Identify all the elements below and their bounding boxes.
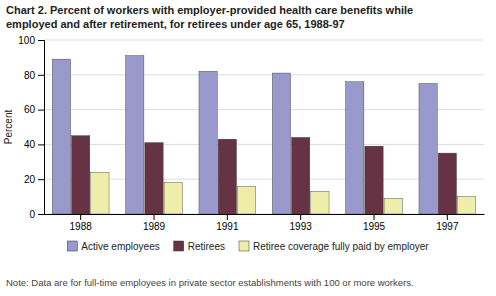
bar [52, 59, 70, 214]
x-tick-label: 1988 [70, 221, 93, 232]
grid-line [44, 214, 484, 215]
y-tick-mark [38, 40, 44, 41]
x-axis-line [45, 214, 485, 215]
y-tick-label: 20 [24, 174, 36, 185]
x-tick: 1995 [363, 214, 386, 232]
bar [199, 71, 217, 214]
title: Chart 2. Percent of workers with employe… [6, 4, 413, 16]
x-axis: 1988 1989 1991 1993 1995 1997 [45, 214, 485, 232]
y-tick-label: 100 [18, 35, 35, 46]
legend: Active employees Retirees Retiree coverage… [67, 241, 429, 252]
y-tick-label: 40 [24, 139, 36, 150]
bar [126, 56, 144, 214]
y-tick: 0 [29, 209, 44, 220]
bar [164, 183, 182, 214]
y-tick-mark [38, 179, 44, 180]
chart: Chart 2. Percent of workers with employe… [0, 0, 496, 296]
bar-series [72, 136, 457, 214]
bar-series [91, 172, 476, 214]
grid-line [44, 179, 484, 180]
note: Note: Data are for full-time employees i… [6, 277, 414, 288]
grid-line [44, 109, 484, 110]
y-tick-mark [38, 144, 44, 145]
x-tick-label: 1991 [216, 221, 239, 232]
bar [292, 137, 310, 214]
legend-swatch [67, 241, 77, 251]
bar [237, 186, 255, 214]
subtitle: employed and after retirement, for retir… [6, 18, 345, 30]
x-tick-mark [227, 214, 228, 220]
y-tick: 40 [24, 139, 44, 150]
x-tick: 1989 [143, 214, 166, 232]
x-tick: 1993 [290, 214, 313, 232]
bar [145, 143, 163, 214]
grid-line [44, 40, 484, 41]
bar [457, 197, 475, 214]
x-tick-label: 1993 [290, 221, 313, 232]
y-tick-mark [38, 214, 44, 215]
bar-series [52, 56, 437, 214]
bar [384, 198, 402, 214]
legend-label: Retiree coverage fully paid by employer [253, 241, 429, 252]
x-tick-mark [374, 214, 375, 220]
grid-line [44, 74, 484, 75]
bar [311, 191, 329, 214]
grid [44, 40, 484, 214]
legend-item: Active employees [67, 241, 159, 252]
y-tick-mark [38, 110, 44, 111]
x-tick-label: 1989 [143, 221, 166, 232]
grid-line [44, 144, 484, 145]
bar [419, 84, 437, 215]
legend-label: Retirees [188, 241, 225, 252]
y-axis: 0 20 40 60 80 100 [18, 35, 44, 220]
y-tick: 80 [24, 70, 44, 81]
x-tick-mark [154, 214, 155, 220]
y-tick-label: 0 [29, 209, 35, 220]
bar [438, 153, 456, 214]
y-axis-title: Percent [3, 110, 14, 145]
y-tick-label: 80 [24, 70, 36, 81]
y-tick: 20 [24, 174, 44, 185]
x-tick: 1988 [70, 214, 93, 232]
bar [272, 73, 290, 214]
x-tick: 1997 [436, 214, 459, 232]
y-tick-mark [38, 75, 44, 76]
y-tick-label: 60 [24, 104, 36, 115]
bar [218, 139, 236, 214]
bar [365, 146, 383, 214]
legend-item: Retirees [174, 241, 225, 252]
bars [52, 56, 475, 214]
x-tick-label: 1995 [363, 221, 386, 232]
plot-area: 0 20 40 60 80 100 1988 1989 1991 1993 1995 1997 [18, 35, 484, 232]
x-tick-mark [447, 214, 448, 220]
y-axis-line [38, 41, 45, 215]
legend-swatch [174, 241, 184, 251]
x-tick-label: 1997 [436, 221, 459, 232]
bar [91, 172, 109, 214]
legend-label: Active employees [81, 241, 159, 252]
x-tick: 1991 [216, 214, 239, 232]
x-tick-mark [300, 214, 301, 220]
y-tick: 100 [18, 35, 44, 46]
legend-swatch [239, 241, 249, 251]
bar [72, 136, 90, 214]
x-tick-mark [80, 214, 81, 220]
y-tick: 60 [24, 104, 44, 115]
bar [346, 82, 364, 214]
legend-item: Retiree coverage fully paid by employer [239, 241, 429, 252]
